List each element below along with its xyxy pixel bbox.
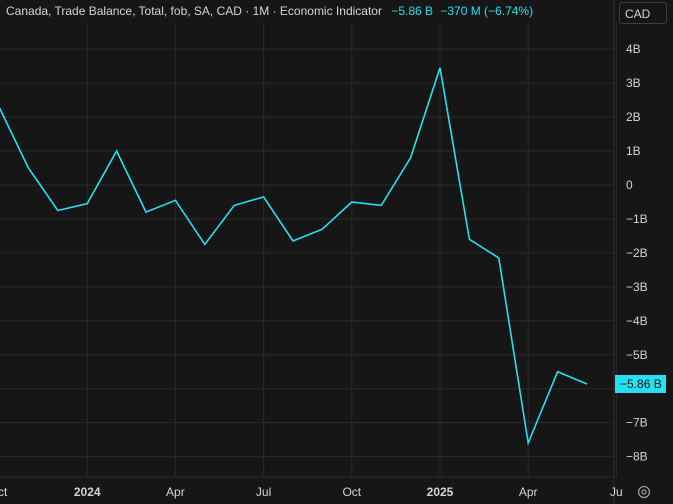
y-tick-label: 3B	[626, 76, 641, 90]
chart-grid	[0, 0, 617, 504]
currency-button[interactable]: CAD	[619, 2, 667, 24]
time-axis: ct 2024 Apr Jul Oct 2025 Apr Ju	[0, 485, 623, 499]
price-axis: 4B 3B 2B 1B 0 −1B −2B −3B −4B −5B −7B −8B	[626, 42, 648, 463]
y-tick-label: 0	[626, 178, 633, 192]
legend-change: −370 M (−6.74%)	[440, 4, 534, 18]
y-tick-label: 2B	[626, 110, 641, 124]
last-price-label-bg	[615, 374, 666, 393]
legend-last-value: −5.86 B	[391, 4, 434, 18]
y-tick-label: −8B	[626, 450, 648, 464]
x-tick-label: ct	[0, 485, 8, 499]
x-tick-label: Apr	[519, 485, 538, 499]
y-tick-label: −7B	[626, 416, 648, 430]
x-tick-label: Ju	[610, 485, 623, 499]
last-price-label: −5.86 B	[615, 374, 666, 393]
y-tick-label: −1B	[626, 212, 648, 226]
y-tick-label: −4B	[626, 314, 648, 328]
x-tick-label: 2024	[74, 485, 101, 499]
x-tick-label: Apr	[166, 485, 185, 499]
y-tick-label: −3B	[626, 280, 648, 294]
x-tick-label: Oct	[342, 485, 361, 499]
y-tick-label: 1B	[626, 144, 641, 158]
chart-legend: Canada, Trade Balance, Total, fob, SA, C…	[6, 4, 533, 20]
y-tick-label: −2B	[626, 246, 648, 260]
y-tick-label: −5B	[626, 348, 648, 362]
gear-icon[interactable]	[636, 484, 652, 500]
last-price-label-text: −5.86 B	[620, 377, 662, 391]
y-tick-label: 4B	[626, 42, 641, 56]
x-tick-label: 2025	[427, 485, 454, 499]
legend-title: Canada, Trade Balance, Total, fob, SA, C…	[6, 4, 382, 18]
x-tick-label: Jul	[256, 485, 271, 499]
series-line-trade-balance	[0, 67, 588, 446]
